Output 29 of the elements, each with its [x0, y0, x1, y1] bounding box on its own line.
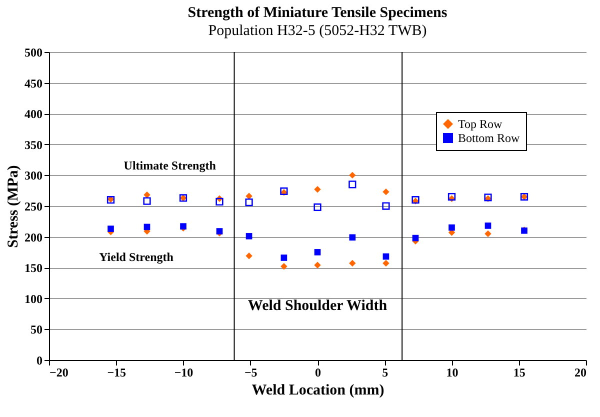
annotation: Ultimate Strength — [124, 158, 216, 172]
x-tick-label: −20 — [50, 366, 68, 380]
x-tick-label: 15 — [513, 366, 526, 380]
y-tick-label: 50 — [30, 322, 42, 337]
annotation: Yield Strength — [99, 250, 174, 264]
y-tick-label: 250 — [24, 200, 42, 214]
y-tick-label: 500 — [24, 46, 42, 60]
x-tick-label: 0 — [315, 366, 321, 380]
legend-label: Bottom Row — [458, 131, 520, 145]
y-tick-label: 0 — [36, 354, 42, 368]
x-tick-label: −15 — [107, 366, 126, 380]
y-tick-label: 100 — [24, 292, 42, 306]
x-tick-label: 5 — [382, 366, 388, 380]
chart-subtitle: Population H32-5 (5052-H32 TWB) — [208, 23, 427, 39]
y-tick-label: 400 — [24, 107, 42, 122]
x-axis-title: Weld Location (mm) — [252, 382, 384, 398]
x-tick-label: 10 — [446, 366, 458, 380]
y-tick-label: 450 — [24, 76, 42, 90]
y-tick-label: 350 — [24, 138, 42, 152]
x-tick-label: 20 — [574, 366, 586, 380]
annotation: Weld Shoulder Width — [248, 298, 388, 314]
y-axis-title: Stress (MPa) — [6, 165, 22, 248]
x-tick-label: −10 — [174, 366, 194, 380]
chart-title: Strength of Miniature Tensile Specimens — [188, 5, 448, 21]
y-tick-label: 300 — [24, 168, 42, 183]
y-tick-label: 150 — [24, 261, 42, 276]
x-tick-label: −5 — [244, 366, 258, 380]
y-tick-label: 200 — [24, 230, 42, 244]
legend-label: Top Row — [458, 117, 502, 131]
